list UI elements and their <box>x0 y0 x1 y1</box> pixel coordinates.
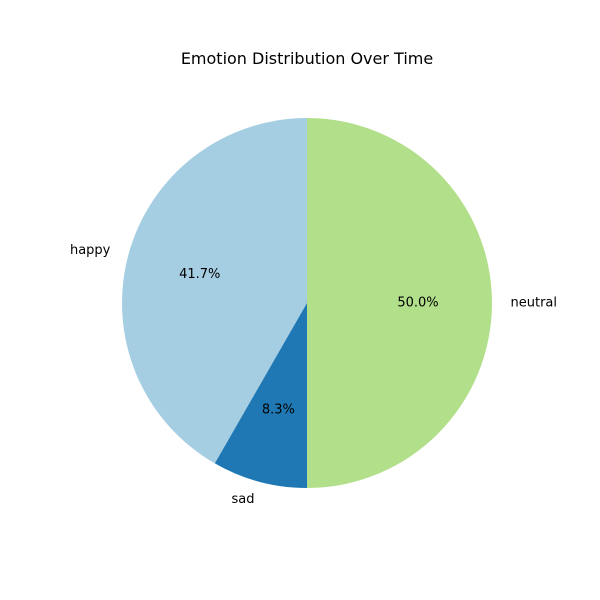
percent-label-sad: 8.3% <box>262 403 295 418</box>
pie-slice-sad <box>214 303 307 488</box>
pie-slices <box>122 118 492 488</box>
pie-labels: happy 41.7% sad 8.3% neutral 50.0% <box>70 243 557 507</box>
slice-label-happy: happy <box>70 243 111 258</box>
slice-label-sad: sad <box>232 492 255 507</box>
slice-label-neutral: neutral <box>511 296 558 311</box>
pie-slice-happy <box>122 118 307 464</box>
percent-label-happy: 41.7% <box>179 267 220 282</box>
pie-slice-neutral <box>307 118 492 488</box>
chart-title: Emotion Distribution Over Time <box>181 49 433 68</box>
percent-label-neutral: 50.0% <box>397 296 438 311</box>
